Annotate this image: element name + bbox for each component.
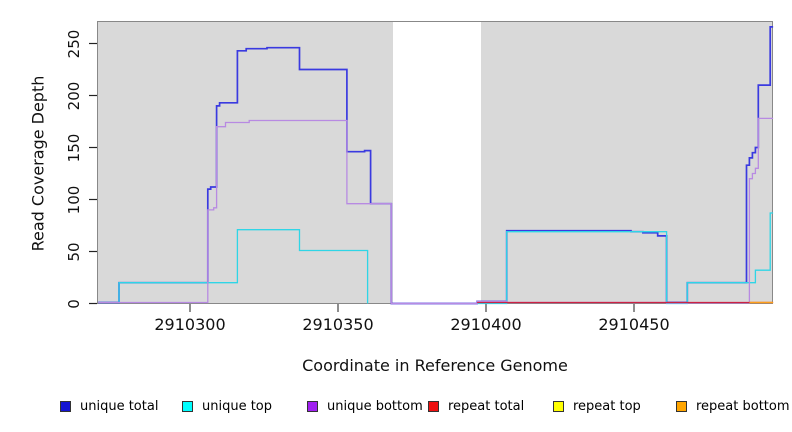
y-tick-label: 0 [65,298,83,309]
y-tick-label: 50 [65,241,83,262]
x-tick-label: 2910450 [598,315,670,334]
plot-panel [97,21,773,304]
series-line-unique-total [98,26,774,305]
y-tick-label: 150 [65,133,83,162]
y-axis-title: Read Coverage Depth [28,75,48,252]
series-line-unique-top [98,212,774,305]
x-tick-label: 2910300 [154,315,226,334]
y-tick-label: 200 [65,81,83,110]
x-tick-label: 2910400 [450,315,522,334]
y-tick-label: 100 [65,185,83,214]
no-data-white-band [393,22,482,303]
x-tick-label: 2910350 [302,315,374,334]
x-axis-title: Coordinate in Reference Genome [302,356,568,375]
y-tick-label: 250 [65,29,83,58]
series-line-unique-bottom [98,117,774,305]
